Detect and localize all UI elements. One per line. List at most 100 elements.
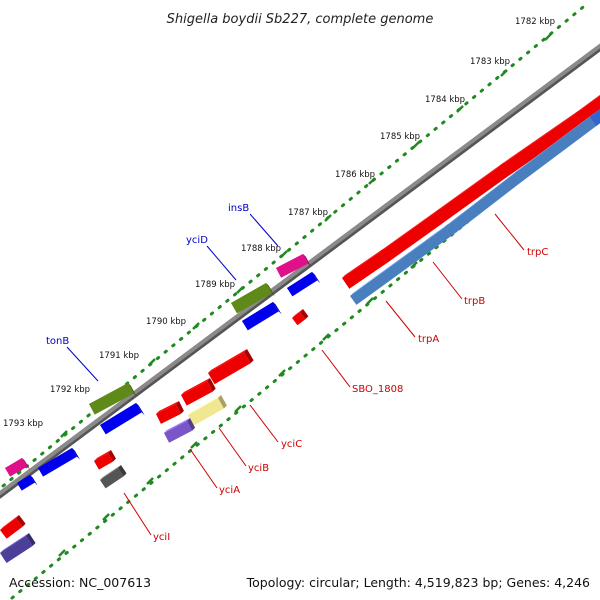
tick-label: 1792 kbp	[50, 385, 90, 395]
feature-end-face	[16, 515, 26, 527]
gene-label-yciA: yciA	[219, 485, 240, 496]
accession-text: Accession: NC_007613	[9, 575, 151, 590]
feature-insB	[276, 254, 312, 278]
feature-front-face	[100, 468, 124, 489]
feature-front-face	[287, 272, 318, 297]
gene-label-tonB: tonB	[46, 336, 69, 347]
gene-label-yciB: yciB	[248, 463, 269, 474]
feature-yciA-red	[156, 401, 184, 424]
feature-front-face	[342, 252, 388, 289]
feature-yciD	[231, 283, 275, 314]
feature-front-face	[38, 448, 78, 477]
feature-front-face	[188, 398, 224, 426]
feature-end-face	[22, 458, 31, 470]
lower-major-tick	[278, 369, 286, 377]
tick-label: 1783 kbp	[470, 57, 510, 67]
gene-label-trpA: trpA	[418, 334, 439, 345]
backbone-line	[0, 43, 600, 496]
lower-major-tick	[190, 441, 198, 449]
upper-major-tick	[368, 177, 376, 185]
feature-front-face	[590, 110, 600, 127]
feature-top-face	[164, 418, 190, 433]
upper-major-tick	[500, 69, 508, 77]
feature-pink-left	[5, 458, 31, 477]
feature-yciC-red	[208, 349, 254, 385]
feature-top-face	[342, 249, 383, 278]
feature-front-face	[500, 114, 583, 177]
feature-top-face	[500, 111, 578, 166]
backbone-layer	[0, 43, 600, 499]
tick-label: 1788 kbp	[241, 244, 281, 254]
gene-label-trpC: trpC	[527, 247, 548, 258]
tick-label: 1793 kbp	[3, 419, 43, 429]
feature-front-face	[350, 227, 452, 305]
feature-end-face	[266, 283, 275, 297]
gene-leader-line	[218, 427, 247, 467]
feature-top-face	[0, 533, 29, 553]
gene-leader-line	[123, 492, 152, 536]
feature-front-face	[0, 518, 23, 539]
feature-top-face	[181, 378, 210, 395]
feature-front-face	[231, 283, 272, 314]
feature-end-face	[187, 418, 196, 431]
lower-major-tick	[234, 405, 242, 413]
tick-label: 1782 kbp	[515, 17, 555, 27]
feature-top-face	[515, 114, 593, 173]
feature-blue-tonB	[100, 403, 145, 435]
feature-front-face	[380, 212, 444, 263]
tick-label: 1787 kbp	[288, 208, 328, 218]
feature-blue-small-left	[17, 475, 38, 491]
gene-label-SBO_1808: SBO_1808	[352, 384, 403, 395]
feature-trpD-red	[500, 111, 586, 177]
feature-end-face	[72, 448, 81, 460]
gene-leader-line	[189, 448, 218, 489]
tick-label: 1791 kbp	[99, 351, 139, 361]
feature-top-face	[188, 395, 221, 415]
tick-label: 1784 kbp	[425, 95, 465, 105]
genome-summary-text: Topology: circular; Length: 4,519,823 bp…	[246, 575, 590, 590]
feature-front-face	[156, 404, 181, 424]
gene-leader-line	[432, 261, 463, 300]
feature-end-face	[218, 395, 227, 409]
feature-front-face	[575, 95, 600, 125]
gene-label-yciD: yciD	[186, 235, 208, 246]
feature-top-face	[445, 170, 518, 227]
feature-top-face	[292, 309, 303, 318]
gene-leader-line	[321, 349, 351, 388]
feature-tonB	[89, 383, 137, 415]
gene-leader-line	[385, 300, 416, 338]
feature-end-face	[30, 475, 38, 486]
feature-end-face	[300, 309, 309, 320]
feature-front-face	[208, 352, 251, 385]
gene-leader-line	[66, 346, 99, 382]
feature-red-bottom-left	[0, 515, 26, 539]
feature-front-face	[17, 475, 35, 491]
lower-major-tick	[322, 333, 330, 341]
feature-blue-yciD	[242, 302, 282, 331]
feature-front-face	[445, 173, 522, 236]
feature-top-face	[208, 349, 247, 373]
feature-yciB-yellow	[188, 395, 227, 426]
tick-label: 1786 kbp	[335, 170, 375, 180]
feature-top-face	[0, 515, 19, 530]
feature-end-face	[303, 254, 312, 267]
tick-label: 1789 kbp	[195, 280, 235, 290]
gene-leader-line	[249, 404, 279, 443]
gene-label-trpB: trpB	[464, 296, 485, 307]
feature-front-face	[0, 536, 33, 564]
feature-end-face	[312, 272, 321, 284]
feature-trpE-red	[575, 94, 600, 125]
feature-front-face	[164, 421, 193, 443]
upper-major-tick	[412, 141, 420, 149]
feature-yciI-grey	[100, 465, 127, 489]
lower-major-tick	[58, 549, 66, 557]
feature-end-face	[136, 403, 145, 416]
upper-major-tick	[236, 286, 244, 294]
upper-major-tick	[324, 214, 332, 222]
feature-front-face	[181, 381, 213, 406]
feature-end-face	[176, 401, 184, 414]
lower-major-tick	[102, 513, 110, 521]
feature-front-face	[515, 117, 597, 182]
feature-blue-left	[38, 448, 81, 477]
upper-major-tick	[192, 322, 200, 330]
